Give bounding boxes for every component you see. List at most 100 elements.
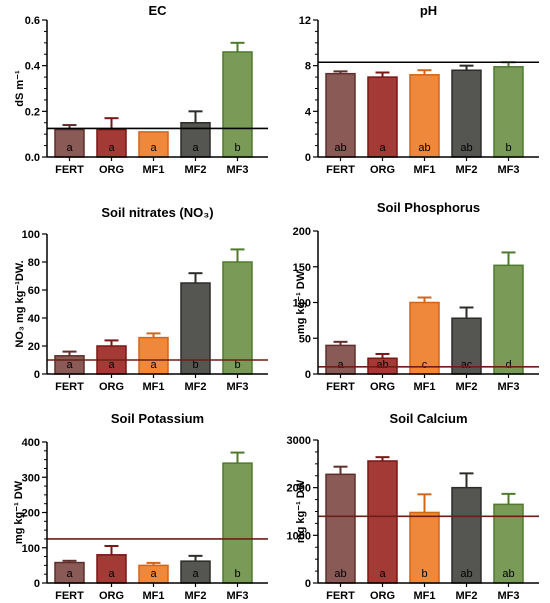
- x-tick-label: MF3: [227, 590, 249, 602]
- chart-potassium: Soil Potassium mg kg⁻¹ DW a FERT a ORG a MF1 a MF…: [13, 411, 268, 602]
- chart-phosphorus: Soil Phosphorus mg kg⁻¹ DW a FERT ab ORG c MF1 a…: [293, 200, 539, 393]
- significance-letter: a: [150, 142, 157, 154]
- y-tick-label: 2000: [287, 483, 311, 495]
- x-tick-label: MF1: [143, 590, 165, 602]
- significance-letter: ab: [334, 142, 346, 154]
- y-axis-label: dS m⁻¹: [14, 70, 26, 107]
- significance-letter: a: [192, 142, 199, 154]
- y-tick-label: 20: [28, 341, 40, 353]
- significance-letter: a: [108, 142, 115, 154]
- x-tick-label: MF2: [456, 164, 478, 176]
- y-tick-label: 400: [22, 437, 40, 449]
- significance-letter: a: [150, 568, 157, 580]
- bar-mf2: [451, 317, 482, 375]
- significance-letter: ab: [418, 142, 430, 154]
- y-tick-label: 0: [305, 369, 311, 381]
- chart-ph: pH ab FERT a ORG ab MF1 ab MF2 b MF3 0 4 8 12: [299, 3, 539, 176]
- x-tick-label: FERT: [55, 381, 84, 393]
- x-tick-label: MF1: [414, 381, 436, 393]
- significance-letter: a: [108, 359, 115, 371]
- y-axis-label: NO₃ mg kg⁻¹DW.: [14, 260, 26, 347]
- x-tick-label: MF1: [143, 381, 165, 393]
- bar-fert: [54, 128, 85, 158]
- y-tick-label: 4: [305, 106, 312, 118]
- x-tick-label: MF1: [414, 590, 436, 602]
- y-tick-label: 40: [28, 313, 40, 325]
- y-tick-label: 0: [305, 578, 311, 590]
- bar-fert: [325, 473, 356, 584]
- significance-letter: c: [422, 359, 428, 371]
- x-tick-label: MF2: [456, 590, 478, 602]
- chart-title: Soil Calcium: [389, 411, 467, 426]
- y-tick-label: 0: [305, 152, 311, 164]
- bar-mf2: [180, 282, 211, 375]
- y-tick-label: 0.0: [25, 152, 40, 164]
- bar-mf3: [493, 66, 524, 158]
- significance-letter: b: [234, 568, 240, 580]
- significance-letter: b: [234, 142, 240, 154]
- x-tick-label: MF3: [227, 381, 249, 393]
- y-tick-label: 200: [22, 508, 40, 520]
- significance-letter: a: [379, 568, 386, 580]
- x-tick-label: ORG: [99, 164, 124, 176]
- bar-mf1: [409, 511, 440, 584]
- chart-calcium: Soil Calcium mg kg⁻¹ DW ab FERT a ORG b MF1 ab MF…: [287, 411, 539, 602]
- y-tick-label: 8: [305, 61, 311, 73]
- significance-letter: a: [192, 568, 199, 580]
- chart-nitrates: Soil nitrates (NO₃)NO₃ mg kg⁻¹DW.aFERTaO…: [14, 205, 268, 393]
- y-tick-label: 60: [28, 285, 40, 297]
- y-axis-label: mg kg⁻¹ DW: [13, 480, 25, 544]
- y-tick-label: 100: [22, 229, 40, 241]
- bar-mf1: [138, 131, 169, 158]
- x-tick-label: MF3: [498, 164, 520, 176]
- chart-title: Soil Potassium: [111, 411, 204, 426]
- significance-letter: a: [150, 359, 157, 371]
- significance-letter: a: [379, 142, 386, 154]
- significance-letter: ab: [460, 568, 472, 580]
- x-tick-label: ORG: [370, 590, 395, 602]
- bar-mf3: [222, 462, 253, 584]
- bar-mf3: [493, 503, 524, 584]
- y-tick-label: 1000: [287, 530, 311, 542]
- x-tick-label: MF1: [414, 164, 436, 176]
- significance-letter: b: [234, 359, 240, 371]
- bar-mf3: [493, 264, 524, 375]
- y-tick-label: 0.2: [25, 106, 40, 118]
- y-tick-label: 300: [22, 472, 40, 484]
- significance-letter: a: [337, 359, 344, 371]
- bar-fert: [325, 72, 356, 158]
- y-axis-label: mg kg⁻¹ DW: [295, 479, 307, 543]
- bar-org: [367, 460, 398, 584]
- significance-letter: d: [505, 359, 511, 371]
- y-axis-label: mg kg⁻¹ DW: [295, 270, 307, 334]
- x-tick-label: MF1: [143, 164, 165, 176]
- significance-letter: b: [192, 359, 198, 371]
- significance-letter: a: [66, 359, 73, 371]
- y-tick-label: 50: [299, 333, 311, 345]
- significance-letter: ab: [376, 359, 388, 371]
- y-tick-label: 200: [293, 226, 311, 238]
- bar-mf3: [222, 261, 253, 375]
- significance-letter: b: [421, 568, 427, 580]
- y-tick-label: 12: [299, 15, 311, 27]
- y-tick-label: 80: [28, 257, 40, 269]
- y-tick-label: 0.4: [25, 61, 41, 73]
- x-tick-label: MF2: [185, 590, 207, 602]
- chart-title: Soil Phosphorus: [377, 200, 480, 215]
- y-tick-label: 0: [34, 578, 40, 590]
- significance-letter: ab: [460, 142, 472, 154]
- bar-mf2: [451, 69, 482, 158]
- x-tick-label: FERT: [326, 164, 355, 176]
- x-tick-label: FERT: [55, 164, 84, 176]
- bar-mf1: [409, 74, 440, 158]
- y-tick-label: 100: [22, 543, 40, 555]
- x-tick-label: FERT: [326, 590, 355, 602]
- y-tick-label: 100: [293, 298, 311, 310]
- x-tick-label: MF2: [456, 381, 478, 393]
- y-tick-label: 150: [293, 262, 311, 274]
- x-tick-label: MF3: [498, 590, 520, 602]
- x-tick-label: MF2: [185, 164, 207, 176]
- y-tick-label: 3000: [287, 435, 311, 447]
- y-tick-label: 0: [34, 369, 40, 381]
